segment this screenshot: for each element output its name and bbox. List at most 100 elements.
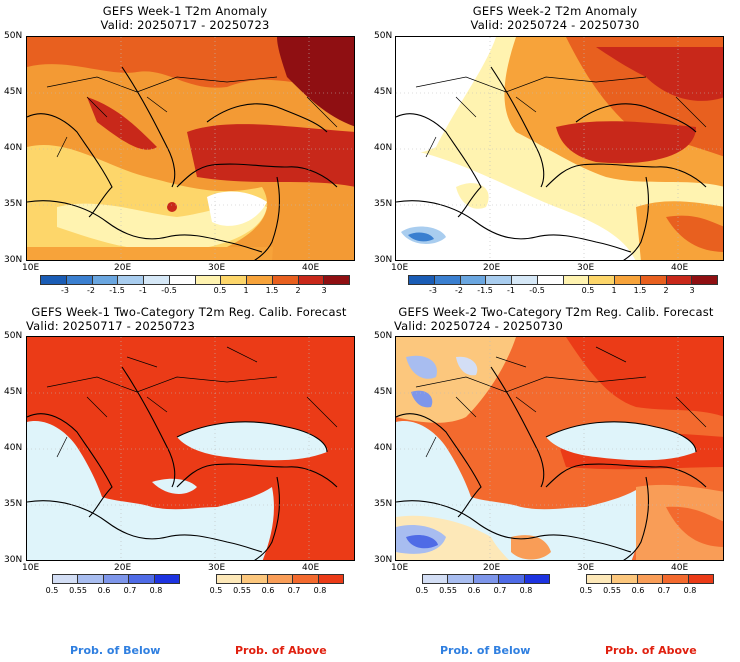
colorbar-label: 3 bbox=[321, 286, 327, 295]
colorbar-swatch bbox=[247, 276, 273, 284]
lon-label: 20E bbox=[483, 263, 501, 273]
colorbar-label: 0.5 bbox=[45, 586, 59, 595]
colorbar-swatch bbox=[298, 276, 325, 284]
colorbar-swatch bbox=[460, 276, 487, 284]
map-week1-anomaly-svg bbox=[27, 37, 354, 260]
colorbar-label: 0.8 bbox=[149, 586, 163, 595]
colorbar-label: 0.6 bbox=[631, 586, 645, 595]
colorbar-label: 0.6 bbox=[261, 586, 275, 595]
colorbar-label: 0.7 bbox=[657, 586, 671, 595]
lat-label: 35N bbox=[4, 199, 23, 209]
map-week2-probability bbox=[395, 336, 724, 561]
map-week2-anomaly-svg bbox=[396, 37, 723, 260]
colorbar-swatch bbox=[524, 575, 550, 583]
panel1-title: GEFS Week-1 T2m Anomaly Valid: 20250717 … bbox=[20, 4, 350, 32]
colorbar-swatch bbox=[612, 575, 638, 583]
colorbar-label: 0.55 bbox=[439, 586, 457, 595]
colorbar-swatch bbox=[512, 276, 538, 284]
panel1-title-text: GEFS Week-1 T2m Anomaly bbox=[102, 4, 268, 18]
prob-below-label-week1: Prob. of Below bbox=[70, 644, 161, 657]
colorbar-swatch bbox=[78, 575, 104, 583]
above-colorbar-week1 bbox=[216, 574, 344, 584]
panel4-valid-text: Valid: 20250724 - 20250730 bbox=[394, 319, 563, 333]
panel1-valid-text: Valid: 20250717 - 20250723 bbox=[100, 18, 270, 32]
lat-label: 45N bbox=[4, 387, 23, 397]
colorbar-swatch bbox=[318, 575, 344, 583]
colorbar-swatch bbox=[242, 575, 268, 583]
lon-label: 40E bbox=[302, 263, 320, 273]
colorbar-swatch bbox=[666, 276, 693, 284]
colorbar-label: 2 bbox=[663, 286, 669, 295]
colorbar-swatch bbox=[589, 276, 615, 284]
colorbar-swatch bbox=[473, 575, 500, 583]
lat-label: 40N bbox=[374, 443, 393, 453]
colorbar-label: 0.5 bbox=[209, 586, 223, 595]
prob-above-label-week2: Prob. of Above bbox=[605, 644, 697, 657]
colorbar-label: -2 bbox=[87, 286, 95, 295]
colorbar-label: 0.55 bbox=[603, 586, 621, 595]
colorbar-swatch bbox=[434, 276, 461, 284]
colorbar-label: -1 bbox=[507, 286, 515, 295]
panel2-title-text: GEFS Week-2 T2m Anomaly bbox=[472, 4, 638, 18]
panel3-title: GEFS Week-1 Two-Category T2m Reg. Calib.… bbox=[4, 305, 374, 333]
colorbar-label: 0.8 bbox=[683, 586, 697, 595]
panel2-title: GEFS Week-2 T2m Anomaly Valid: 20250724 … bbox=[390, 4, 720, 32]
lat-label: 45N bbox=[4, 87, 23, 97]
colorbar-swatch bbox=[563, 276, 590, 284]
colorbar-swatch bbox=[169, 276, 196, 284]
panel4-title-text: GEFS Week-2 Two-Category T2m Reg. Calib.… bbox=[398, 305, 714, 319]
map-week1-probability bbox=[26, 336, 355, 561]
colorbar-swatch bbox=[615, 276, 641, 284]
map-week1-probability-svg bbox=[27, 337, 354, 560]
map-week2-anomaly bbox=[395, 36, 724, 261]
prob-below-label-week2: Prob. of Below bbox=[440, 644, 531, 657]
colorbar-label: 0.6 bbox=[97, 586, 111, 595]
lon-label: 30E bbox=[208, 263, 226, 273]
colorbar-swatch bbox=[423, 575, 449, 583]
colorbar-swatch bbox=[53, 575, 79, 583]
colorbar-label: 0.8 bbox=[313, 586, 327, 595]
colorbar-label: 0.5 bbox=[579, 586, 593, 595]
lat-label: 50N bbox=[374, 31, 393, 41]
lat-label: 30N bbox=[374, 555, 393, 565]
panel4-title: GEFS Week-2 Two-Category T2m Reg. Calib.… bbox=[372, 305, 740, 333]
lat-label: 40N bbox=[374, 143, 393, 153]
anomaly-colorbar-week1 bbox=[40, 275, 350, 285]
colorbar-swatch bbox=[267, 575, 294, 583]
colorbar-swatch bbox=[92, 276, 119, 284]
colorbar-swatch bbox=[118, 276, 144, 284]
lon-label: 40E bbox=[671, 263, 689, 273]
lat-label: 30N bbox=[4, 555, 23, 565]
lon-label: 10E bbox=[391, 563, 409, 573]
panel3-title-text: GEFS Week-1 Two-Category T2m Reg. Calib.… bbox=[31, 305, 347, 319]
colorbar-label: 0.7 bbox=[123, 586, 137, 595]
lat-label: 30N bbox=[4, 255, 23, 265]
lon-label: 10E bbox=[391, 263, 409, 273]
lon-label: 30E bbox=[577, 263, 595, 273]
colorbar-label: -1.5 bbox=[109, 286, 125, 295]
colorbar-label: 0.55 bbox=[69, 586, 87, 595]
below-colorbar-week2 bbox=[422, 574, 550, 584]
colorbar-swatch bbox=[663, 575, 689, 583]
colorbar-swatch bbox=[41, 276, 67, 284]
panel2-valid-text: Valid: 20250724 - 20250730 bbox=[470, 18, 640, 32]
colorbar-swatch bbox=[217, 575, 243, 583]
below-colorbar-week1 bbox=[52, 574, 180, 584]
colorbar-label: 1 bbox=[611, 286, 617, 295]
colorbar-swatch bbox=[324, 276, 349, 284]
colorbar-swatch bbox=[154, 575, 180, 583]
colorbar-label: 0.6 bbox=[467, 586, 481, 595]
colorbar-swatch bbox=[144, 276, 170, 284]
lon-label: 30E bbox=[208, 563, 226, 573]
colorbar-label: 0.7 bbox=[287, 586, 301, 595]
colorbar-label: 1.5 bbox=[633, 286, 647, 295]
colorbar-swatch bbox=[640, 276, 667, 284]
colorbar-swatch bbox=[587, 575, 613, 583]
lat-label: 35N bbox=[4, 499, 23, 509]
colorbar-swatch bbox=[409, 276, 435, 284]
lat-label: 40N bbox=[4, 143, 23, 153]
colorbar-swatch bbox=[293, 575, 319, 583]
colorbar-swatch bbox=[486, 276, 512, 284]
lon-label: 30E bbox=[577, 563, 595, 573]
colorbar-label: -3 bbox=[429, 286, 437, 295]
